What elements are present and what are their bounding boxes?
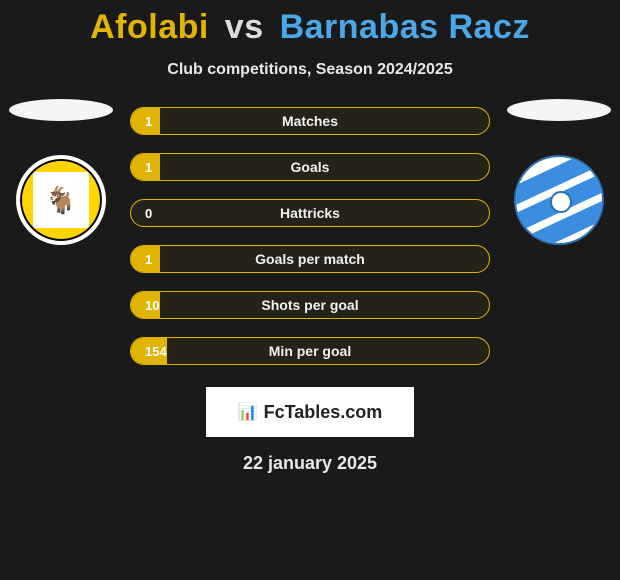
- stat-bar-row: 10Shots per goal: [130, 291, 490, 319]
- page-title: Afolabi vs Barnabas Racz: [0, 0, 620, 47]
- branding-icon: 📊: [238, 402, 258, 422]
- player1-name: Afolabi: [90, 8, 209, 46]
- stat-bar-label: Hattricks: [131, 205, 489, 221]
- stat-bar-label: Goals: [131, 159, 489, 175]
- stats-bars: 1Matches 1Goals 0Hattricks 1Goals per match…: [130, 107, 490, 365]
- stat-bar-label: Shots per goal: [131, 297, 489, 313]
- stat-bar-row: 1Goals per match: [130, 245, 490, 273]
- left-team-crest: 🐐: [16, 155, 106, 245]
- stat-bar-row: 0Hattricks: [130, 199, 490, 227]
- right-team-panel: [504, 99, 614, 245]
- stat-bar-label: Matches: [131, 113, 489, 129]
- left-shadow-ellipse: [9, 99, 113, 121]
- right-team-crest: [514, 155, 604, 245]
- branding-text: FcTables.com: [264, 402, 383, 423]
- stat-bar-row: 1Matches: [130, 107, 490, 135]
- date-text: 22 january 2025: [0, 453, 620, 474]
- stat-bar-row: 154Min per goal: [130, 337, 490, 365]
- right-shadow-ellipse: [507, 99, 611, 121]
- subtitle: Club competitions, Season 2024/2025: [0, 61, 620, 79]
- stat-bar-row: 1Goals: [130, 153, 490, 181]
- stat-bar-label: Goals per match: [131, 251, 489, 267]
- vs-text: vs: [225, 8, 264, 46]
- left-crest-icon: 🐐: [33, 172, 89, 228]
- left-team-panel: 🐐: [6, 99, 116, 245]
- player2-name: Barnabas Racz: [280, 8, 530, 46]
- ball-icon: [550, 191, 572, 213]
- stat-bar-label: Min per goal: [131, 343, 489, 359]
- branding-banner: 📊 FcTables.com: [206, 387, 414, 437]
- comparison-content: 🐐 1Matches 1Goals 0Hattricks 1Goals per mat…: [0, 107, 620, 365]
